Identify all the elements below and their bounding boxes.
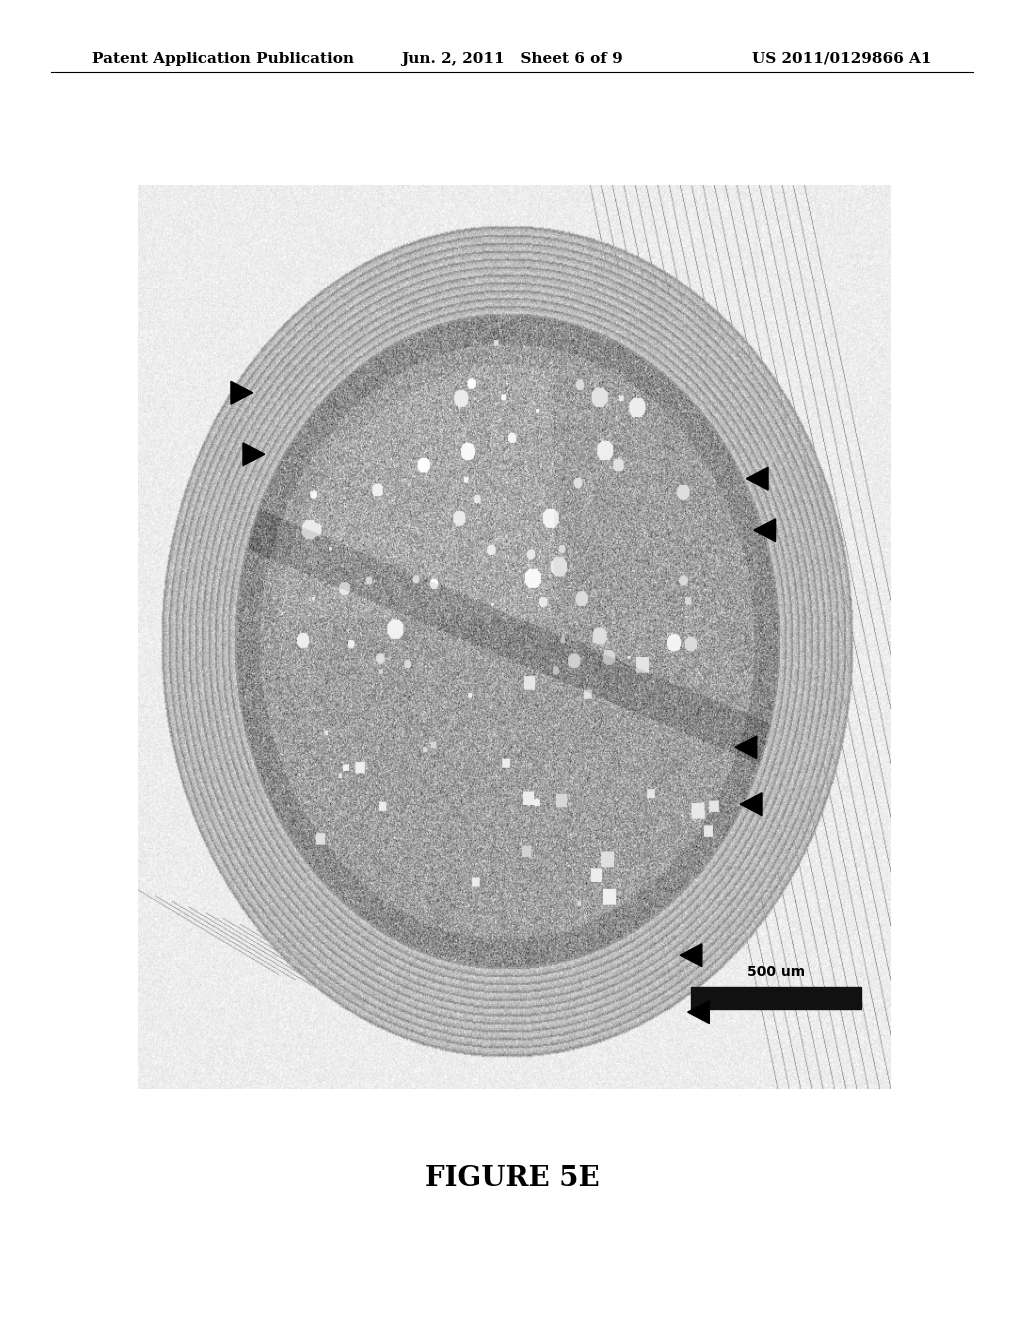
Polygon shape: [688, 1001, 710, 1023]
Text: Jun. 2, 2011   Sheet 6 of 9: Jun. 2, 2011 Sheet 6 of 9: [401, 51, 623, 66]
Polygon shape: [680, 944, 701, 966]
Polygon shape: [754, 519, 775, 541]
Polygon shape: [740, 793, 762, 816]
Text: 500 um: 500 um: [748, 965, 805, 978]
Text: US 2011/0129866 A1: US 2011/0129866 A1: [753, 51, 932, 66]
Polygon shape: [243, 442, 264, 466]
Polygon shape: [231, 381, 253, 404]
Polygon shape: [735, 735, 757, 759]
Polygon shape: [746, 467, 768, 490]
Text: Patent Application Publication: Patent Application Publication: [92, 51, 354, 66]
Bar: [691, 987, 861, 1010]
Text: FIGURE 5E: FIGURE 5E: [425, 1166, 599, 1192]
